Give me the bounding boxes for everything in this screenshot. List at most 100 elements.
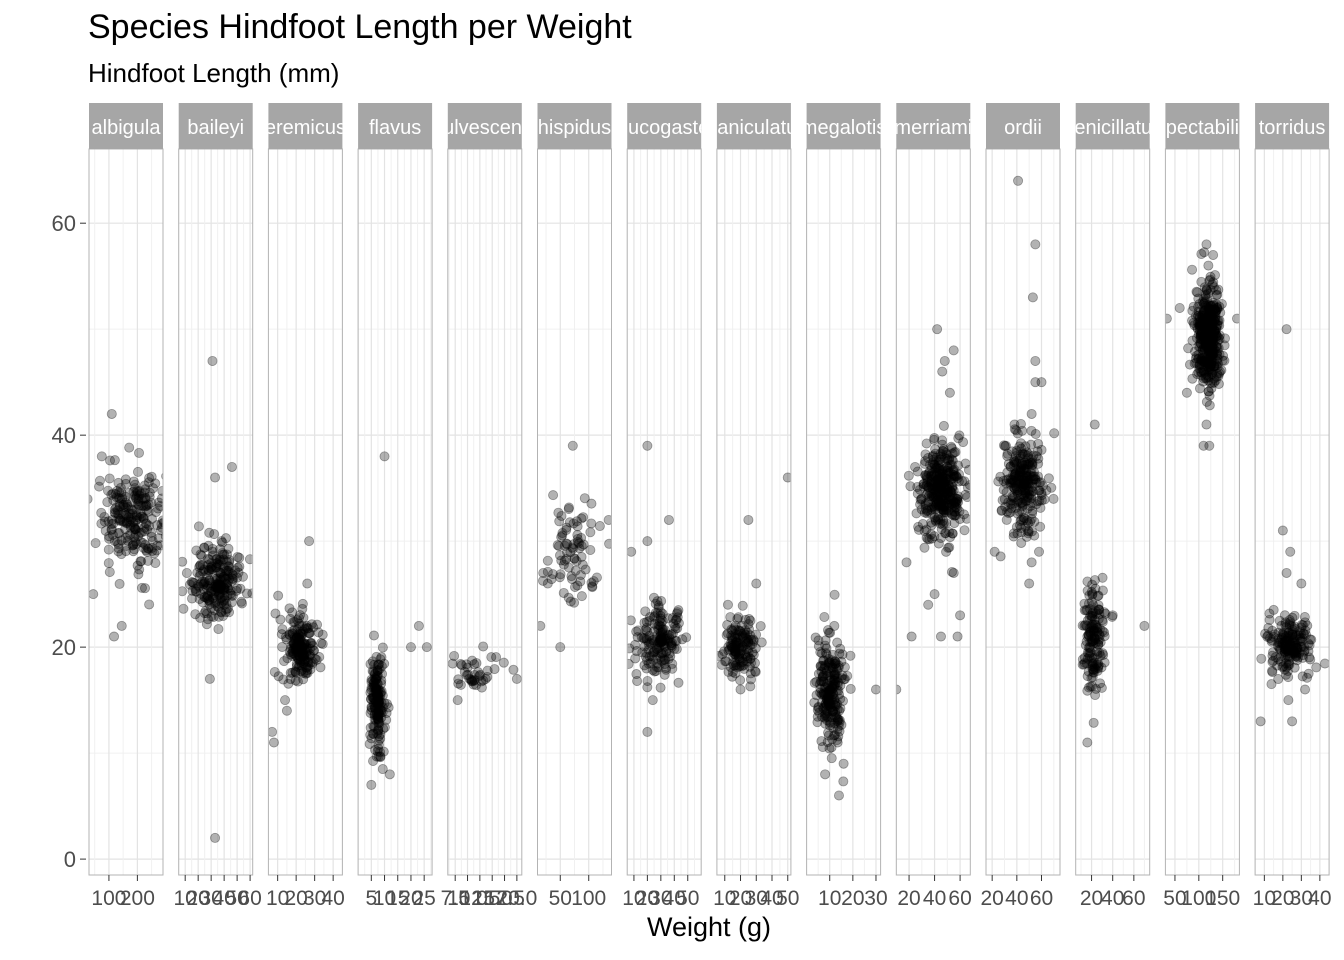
point — [1086, 636, 1097, 647]
point — [1079, 620, 1090, 631]
point — [202, 614, 213, 625]
point — [1085, 610, 1096, 621]
point — [931, 452, 942, 463]
point — [1012, 528, 1023, 539]
point — [734, 638, 745, 649]
point — [206, 561, 217, 572]
point — [373, 696, 384, 707]
point — [127, 497, 138, 508]
point — [289, 639, 300, 650]
point — [657, 627, 668, 638]
outlier-point — [268, 737, 279, 748]
outlier-point — [1203, 260, 1214, 271]
point — [236, 598, 247, 609]
point — [823, 697, 834, 708]
point — [370, 744, 381, 755]
point — [375, 751, 386, 762]
point — [305, 649, 316, 660]
point — [1010, 481, 1021, 492]
point — [657, 616, 668, 627]
point — [826, 701, 837, 712]
points — [178, 355, 253, 843]
point — [823, 670, 834, 681]
point — [736, 645, 747, 656]
point — [215, 556, 226, 567]
point — [823, 693, 834, 704]
point — [1019, 449, 1030, 460]
point — [199, 591, 210, 602]
point — [200, 606, 211, 617]
point — [938, 420, 949, 431]
point — [1025, 439, 1036, 450]
point — [1015, 467, 1026, 478]
point — [953, 491, 964, 502]
point — [558, 587, 569, 598]
outlier-point — [280, 695, 291, 706]
point — [1021, 531, 1032, 542]
point — [1097, 585, 1108, 596]
point — [288, 638, 299, 649]
point — [1009, 483, 1020, 494]
point — [1018, 460, 1029, 471]
point — [1090, 664, 1101, 675]
point — [929, 498, 940, 509]
point — [1187, 373, 1198, 384]
facet-strip — [358, 103, 433, 149]
point — [1197, 296, 1208, 307]
point — [227, 569, 238, 580]
facet-strip-label: hispidus — [538, 117, 611, 139]
outlier-point — [829, 620, 840, 631]
point — [134, 485, 145, 496]
point — [726, 630, 737, 641]
x-tick-label: 40 — [212, 887, 235, 910]
point — [587, 581, 598, 592]
point — [474, 671, 485, 682]
point — [1006, 495, 1017, 506]
x-tick-label: 40 — [923, 887, 946, 910]
point — [377, 707, 388, 718]
point — [219, 584, 230, 595]
y-tick-label: 60 — [52, 211, 76, 236]
point — [1100, 608, 1111, 619]
point — [743, 619, 754, 630]
point — [198, 579, 209, 590]
point — [1019, 490, 1030, 501]
point — [1077, 659, 1088, 670]
point — [830, 700, 841, 711]
point — [576, 532, 587, 543]
point — [832, 704, 843, 715]
point — [107, 514, 118, 525]
point — [1079, 652, 1090, 663]
point — [1194, 360, 1205, 371]
point — [1204, 315, 1215, 326]
point — [926, 529, 937, 540]
x-tick-label: 40 — [321, 887, 344, 910]
outlier-point — [642, 440, 653, 451]
point — [221, 565, 232, 576]
point — [835, 703, 846, 714]
point — [732, 629, 743, 640]
point — [647, 664, 658, 675]
point — [937, 446, 948, 457]
outlier-point — [948, 345, 959, 356]
point — [372, 660, 383, 671]
point — [158, 517, 163, 528]
facet-strip-label: merriami — [894, 117, 972, 139]
point — [308, 622, 319, 633]
point — [373, 743, 384, 754]
point — [372, 678, 383, 689]
point — [750, 666, 761, 677]
point — [1012, 475, 1023, 486]
point — [929, 504, 940, 515]
point — [132, 560, 143, 571]
point — [823, 698, 834, 709]
point — [928, 492, 939, 503]
point — [832, 672, 843, 683]
point — [820, 687, 831, 698]
point — [947, 491, 958, 502]
point — [673, 677, 684, 688]
point — [644, 651, 655, 662]
point — [816, 666, 827, 677]
point — [1096, 662, 1107, 673]
